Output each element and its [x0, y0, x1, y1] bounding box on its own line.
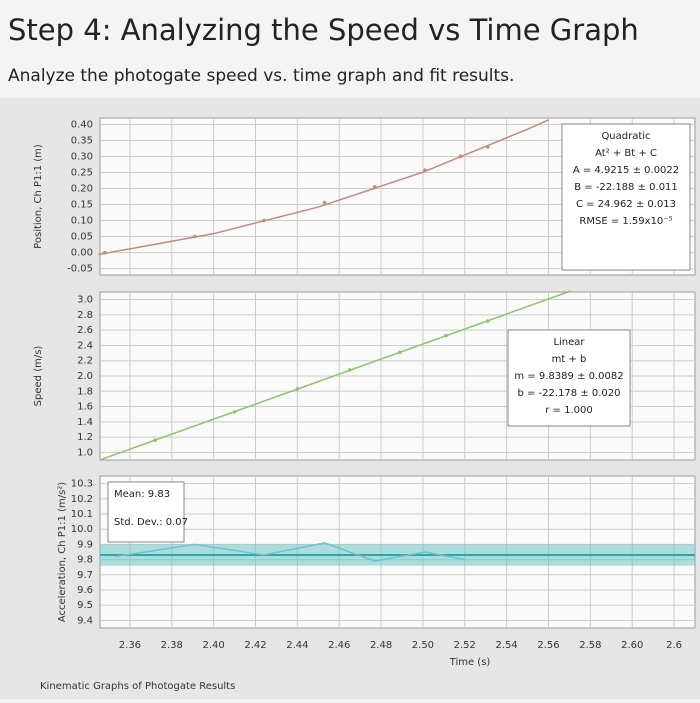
y-tick-label: 0.15	[71, 200, 93, 211]
y-tick-label: 0.20	[71, 183, 93, 194]
x-tick-label: 2.60	[621, 640, 643, 651]
data-point	[322, 200, 327, 205]
annotation: Quadratic	[601, 131, 650, 142]
y-tick-label: 10.2	[71, 494, 93, 505]
y-tick-label: 2.8	[77, 310, 93, 321]
y-tick-label: 9.4	[77, 615, 93, 626]
y-tick-label: 0.35	[71, 135, 93, 146]
x-tick-label: 2.36	[119, 640, 141, 651]
page-subtitle: Analyze the photogate speed vs. time gra…	[8, 66, 514, 86]
annotation: Linear	[553, 337, 585, 348]
x-tick-label: 2.46	[328, 640, 350, 651]
x-tick-label: 2.6	[666, 640, 682, 651]
y-tick-label: -0.05	[67, 264, 93, 275]
caption: Kinematic Graphs of Photogate Results	[40, 681, 235, 692]
annotation: r = 1.000	[545, 405, 592, 416]
y-tick-label: 2.4	[77, 340, 93, 351]
fit-box	[561, 123, 691, 271]
y-tick-label: 2.2	[77, 356, 93, 367]
x-tick-label: 2.58	[579, 640, 601, 651]
y-tick-label: 9.7	[77, 570, 93, 581]
x-tick-label: 2.48	[370, 640, 392, 651]
x-tick-label: 2.44	[286, 640, 308, 651]
annotation: m = 9.8389 ± 0.0082	[514, 371, 623, 382]
y-tick-label: 9.6	[77, 585, 93, 596]
y-tick-label: 3.0	[77, 295, 93, 306]
y-tick-label: 1.0	[77, 447, 93, 458]
y-tick-label: 2.6	[77, 325, 93, 336]
annotation: Std. Dev.: 0.07	[114, 517, 188, 528]
y-tick-label: 0.25	[71, 167, 93, 178]
y-tick-label: 10.3	[71, 479, 93, 490]
x-tick-label: 2.42	[244, 640, 266, 651]
y-tick-label: 1.4	[77, 417, 93, 428]
y-tick-label: 1.2	[77, 432, 93, 443]
x-tick-label: 2.38	[161, 640, 183, 651]
y-tick-label: 1.6	[77, 402, 93, 413]
annotation: b = -22.178 ± 0.020	[517, 388, 620, 399]
y-axis-label: Acceleration, Ch P1:1 (m/s²)	[57, 482, 68, 623]
x-axis-label: Time (s)	[449, 657, 491, 668]
y-tick-label: 10.0	[71, 524, 93, 535]
y-tick-label: 9.9	[77, 539, 93, 550]
y-tick-label: 10.1	[71, 509, 93, 520]
annotation: C = 24.962 ± 0.013	[576, 199, 676, 210]
annotation: At² + Bt + C	[595, 148, 657, 159]
page-title: Step 4: Analyzing the Speed vs Time Grap…	[8, 13, 639, 47]
fit-box	[107, 481, 185, 543]
y-tick-label: 9.8	[77, 555, 93, 566]
data-line	[115, 542, 465, 562]
y-tick-label: 0.30	[71, 151, 93, 162]
annotation: B = -22.188 ± 0.011	[574, 182, 678, 193]
fit-line	[98, 119, 549, 256]
x-tick-label: 2.40	[203, 640, 225, 651]
annotation: RMSE = 1.59x10⁻⁵	[579, 216, 672, 227]
y-axis-label: Speed (m/s)	[33, 346, 44, 407]
y-tick-label: 1.8	[77, 386, 93, 397]
y-tick-label: 2.0	[77, 371, 93, 382]
x-tick-label: 2.54	[496, 640, 518, 651]
y-tick-label: 0.10	[71, 216, 93, 227]
fit-line	[99, 290, 571, 461]
annotation: A = 4.9215 ± 0.0022	[573, 165, 679, 176]
fit-box	[507, 329, 631, 427]
x-tick-label: 2.56	[537, 640, 559, 651]
y-tick-label: 9.5	[77, 600, 93, 611]
y-tick-label: 0.00	[71, 248, 93, 259]
y-tick-label: 0.05	[71, 232, 93, 243]
x-tick-label: 2.52	[454, 640, 476, 651]
annotation: Mean: 9.83	[114, 489, 170, 500]
y-axis-label: Position, Ch P1:1 (m)	[33, 144, 44, 249]
annotation: mt + b	[552, 354, 587, 365]
x-tick-label: 2.50	[412, 640, 434, 651]
y-tick-label: 0.40	[71, 119, 93, 130]
